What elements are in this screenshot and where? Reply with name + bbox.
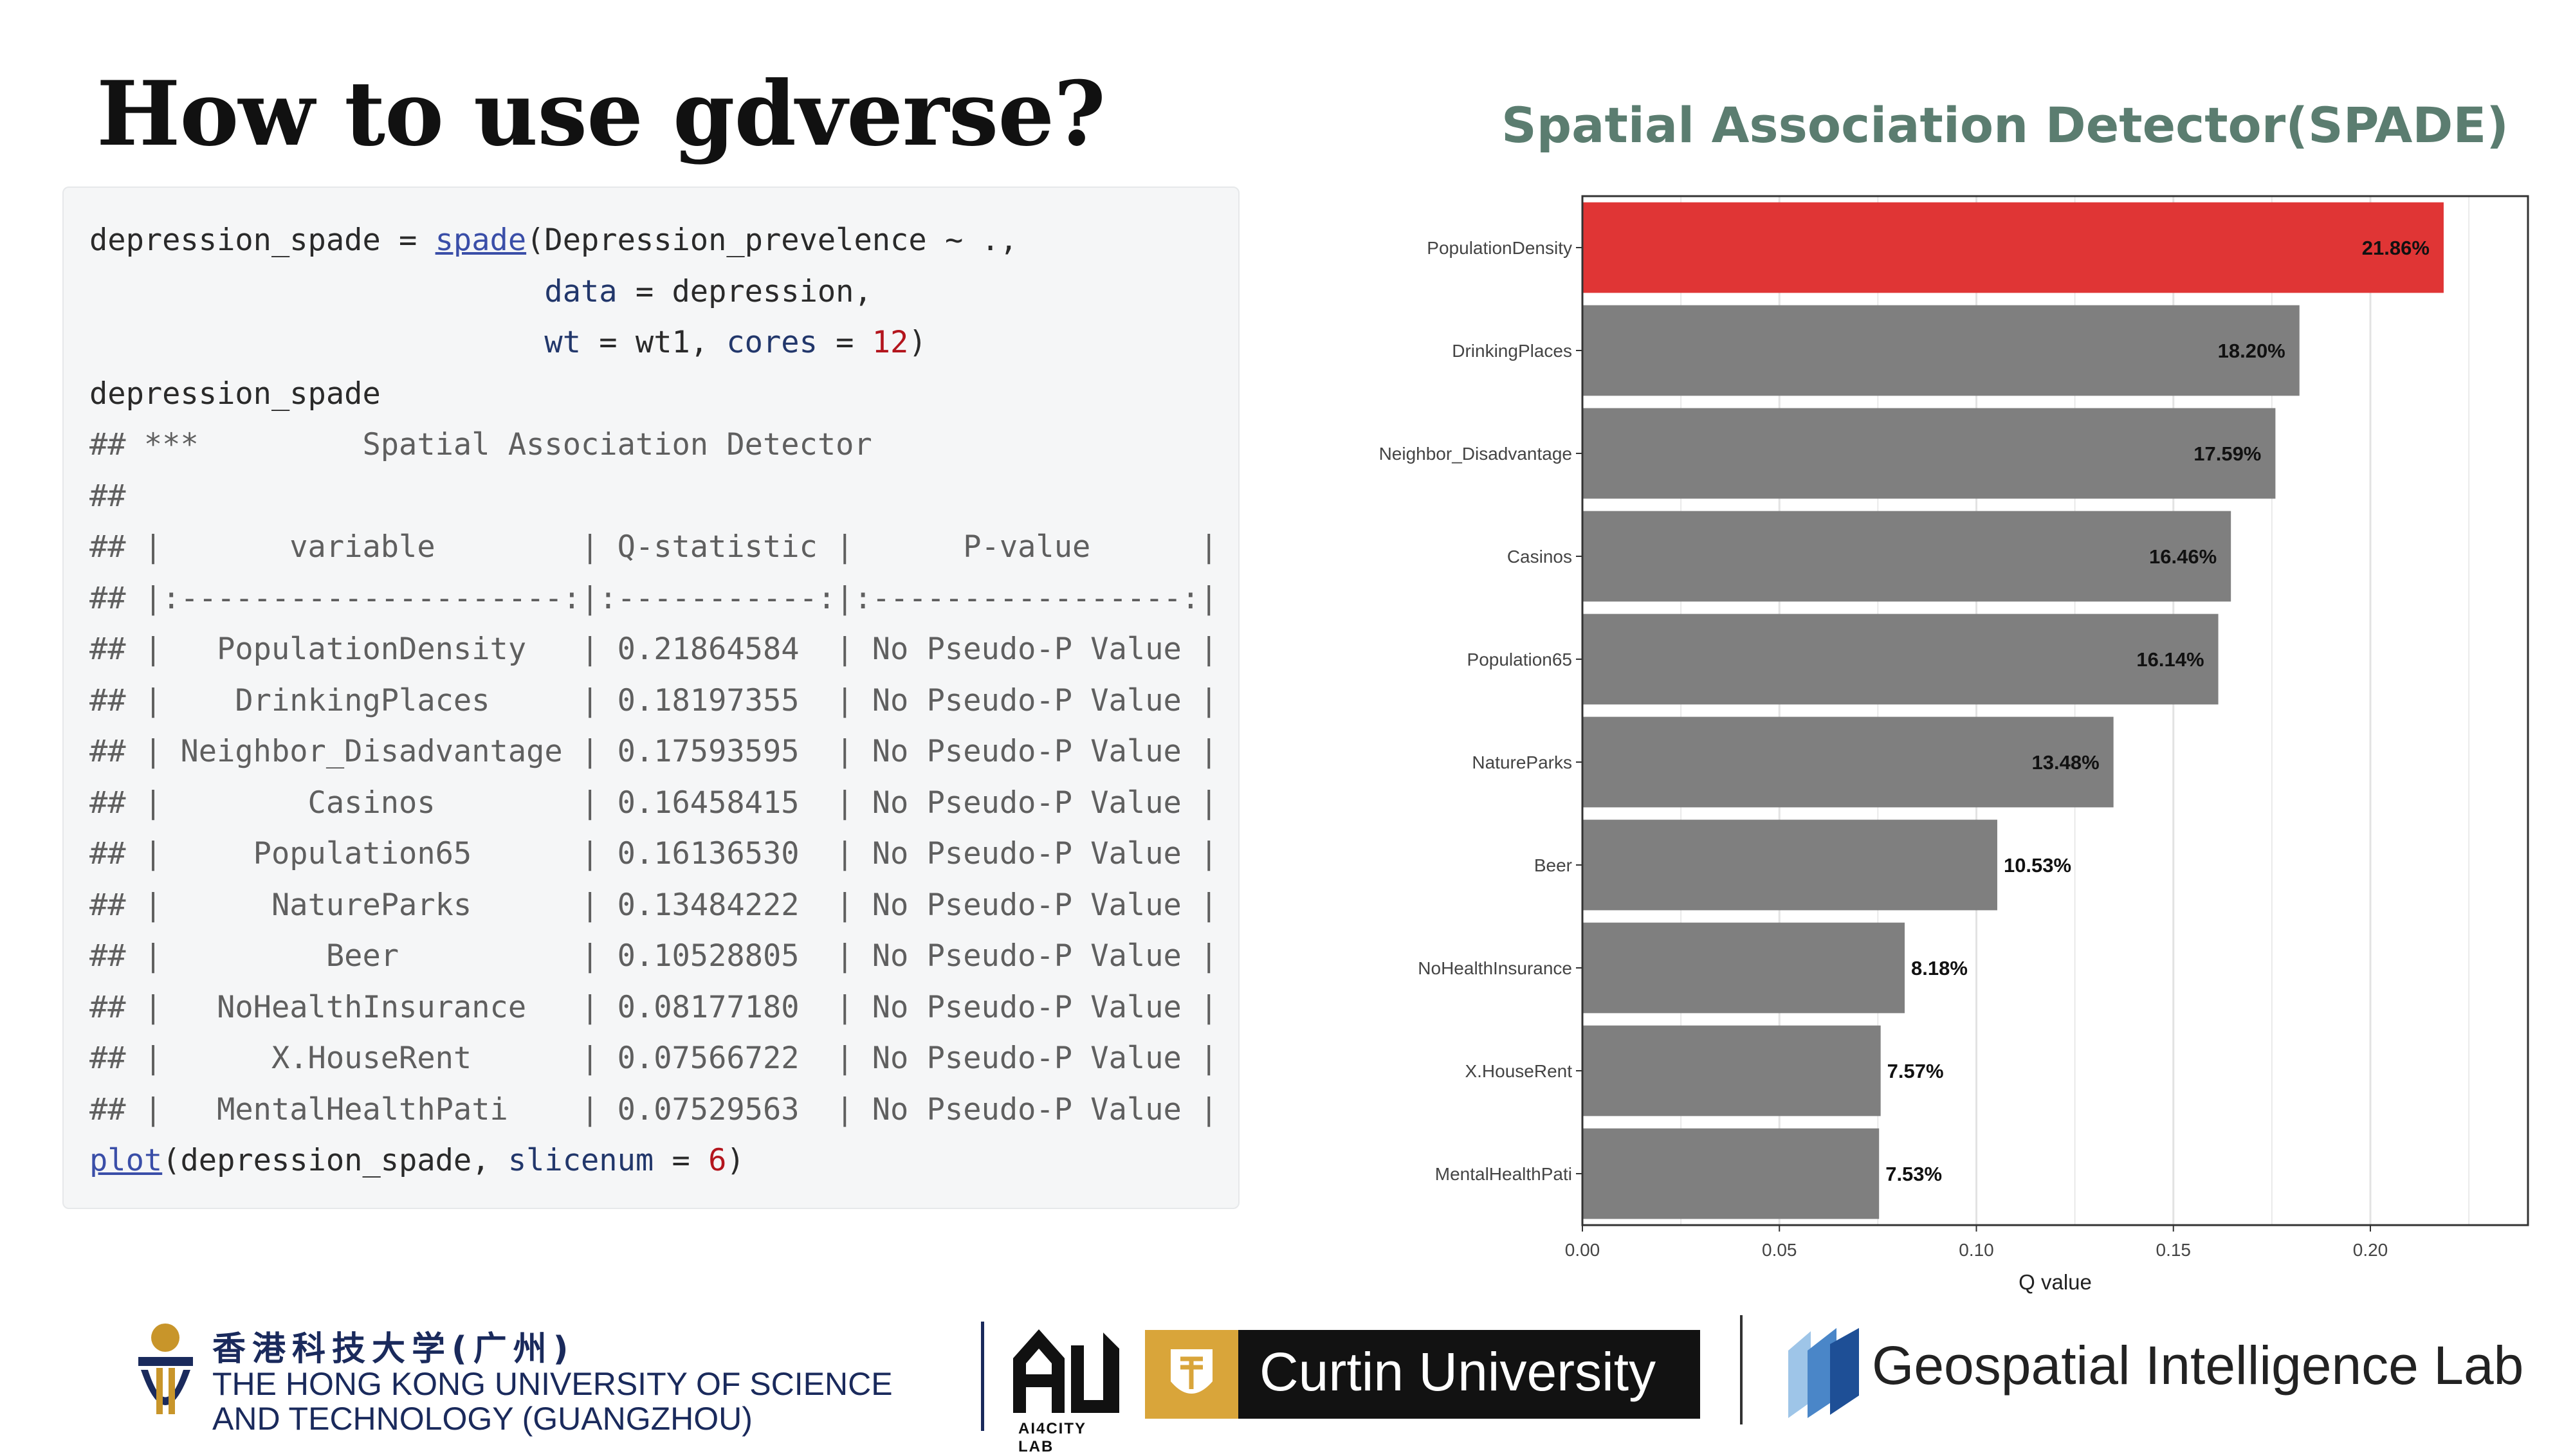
data-label: 10.53%	[2004, 854, 2071, 877]
code-panel: depression_spade = spade(Depression_prev…	[62, 187, 1240, 1209]
y-tick-label: MentalHealthPati	[1435, 1164, 1572, 1184]
bar-PopulationDensity	[1582, 202, 2444, 293]
bar-NoHealthInsurance	[1582, 922, 1905, 1014]
x-axis-label: Q value	[2019, 1270, 2092, 1294]
output-line: ## | Casinos | 0.16458415 | No Pseudo-P …	[89, 785, 1218, 821]
x-tick-label: 0.10	[1959, 1240, 1994, 1260]
bar-DrinkingPlaces	[1582, 305, 2300, 396]
curtin-crest-icon	[1145, 1330, 1238, 1419]
output-line: ## | DrinkingPlaces | 0.18197355 | No Ps…	[89, 682, 1218, 718]
hkust-en-line1: THE HONG KONG UNIVERSITY OF SCIENCE	[212, 1366, 893, 1402]
code-plot-line: plot(depression_spade, slicenum = 6)	[89, 1143, 745, 1178]
footer-logos: 香港科技大学(广州) THE HONG KONG UNIVERSITY OF S…	[0, 1299, 2573, 1455]
code-line-3: wt = wt1, cores = 12)	[544, 325, 927, 360]
code-print-line: depression_spade	[89, 376, 381, 412]
output-line: ##	[89, 478, 126, 514]
ai4city-logo-icon	[1013, 1329, 1119, 1413]
output-line: ## | NatureParks | 0.13484222 | No Pseud…	[89, 887, 1218, 923]
data-label: 13.48%	[2032, 751, 2100, 774]
bar-Casinos	[1582, 511, 2231, 602]
output-line: ## | Beer | 0.10528805 | No Pseudo-P Val…	[89, 938, 1218, 974]
data-label: 21.86%	[2362, 237, 2430, 259]
y-tick-label: Neighbor_Disadvantage	[1379, 444, 1572, 464]
curtin-name: Curtin University	[1259, 1342, 1656, 1402]
output-line: ## | PopulationDensity | 0.21864584 | No…	[89, 632, 1218, 667]
data-label: 16.14%	[2136, 648, 2204, 671]
y-tick-label: Population65	[1467, 650, 1572, 669]
y-tick-label: Casinos	[1507, 547, 1572, 567]
gil-logo-icon	[1788, 1328, 1859, 1418]
output-line: ## | NoHealthInsurance | 0.08177180 | No…	[89, 989, 1218, 1025]
output-line: ## |:---------------------:|:-----------…	[89, 580, 1218, 616]
bar-Beer	[1582, 819, 1997, 911]
output-line: ## | MentalHealthPati | 0.07529563 | No …	[89, 1091, 1218, 1127]
bar-NatureParks	[1582, 716, 2114, 808]
hkust-en-line2: AND TECHNOLOGY (GUANGZHOU)	[212, 1401, 753, 1437]
ai4city-label: AI4CITY LAB	[1018, 1420, 1086, 1455]
output-line: ## | X.HouseRent | 0.07566722 | No Pseud…	[89, 1041, 1218, 1076]
data-label: 8.18%	[1911, 957, 1968, 979]
plot-frame	[1581, 195, 2529, 1226]
output-line: ## *** Spatial Association Detector	[89, 427, 872, 462]
output-line: ## | Neighbor_Disadvantage | 0.17593595 …	[89, 734, 1218, 769]
hkust-logo: 香港科技大学(广州) THE HONG KONG UNIVERSITY OF S…	[132, 1312, 1119, 1455]
hkust-chinese-name: 香港科技大学(广州)	[212, 1330, 575, 1369]
output-line: ## | variable | Q-statistic | P-value |	[89, 529, 1218, 565]
x-tick-label: 0.00	[1565, 1240, 1600, 1260]
data-label: 16.46%	[2149, 545, 2217, 568]
x-tick-label: 0.05	[1762, 1240, 1797, 1260]
y-tick-label: Beer	[1534, 855, 1572, 875]
plot-function-link[interactable]: plot	[89, 1143, 163, 1178]
y-tick-label: NatureParks	[1472, 752, 1572, 772]
y-tick-label: NoHealthInsurance	[1418, 958, 1572, 978]
slide-subtitle: Spatial Association Detector(SPADE)	[1501, 96, 2509, 154]
spade-bar-chart: 21.86% PopulationDensity 18.20% DrinkingPla…	[1325, 187, 2534, 1299]
x-tick-label: 0.20	[2353, 1240, 2388, 1260]
hkust-crest-icon	[138, 1324, 193, 1414]
data-label: 7.53%	[1885, 1163, 1942, 1185]
y-tick-label: DrinkingPlaces	[1452, 341, 1572, 361]
y-tick-label: X.HouseRent	[1465, 1061, 1572, 1081]
hkust-english-name: THE HONG KONG UNIVERSITY OF SCIENCE AND …	[212, 1367, 893, 1436]
data-label: 17.59%	[2193, 442, 2261, 465]
logo-divider	[981, 1322, 984, 1431]
bar-MentalHealthPati	[1582, 1128, 1880, 1219]
chart-svg: 21.86% PopulationDensity 18.20% DrinkingPla…	[1379, 195, 2529, 1294]
data-label: 18.20%	[2218, 340, 2285, 362]
curtin-logo-box	[1238, 1330, 1700, 1419]
spade-function-link[interactable]: spade	[435, 223, 527, 258]
y-tick-label: PopulationDensity	[1427, 238, 1572, 258]
bar-Neighbor_Disadvantage	[1582, 408, 2276, 499]
output-line: ## | Population65 | 0.16136530 | No Pseu…	[89, 836, 1218, 871]
gil-name: Geospatial Intelligence Lab	[1872, 1335, 2524, 1396]
code-line-1: depression_spade = spade(Depression_prev…	[89, 223, 1018, 258]
x-tick-label: 0.15	[2156, 1240, 2192, 1260]
data-label: 7.57%	[1887, 1060, 1944, 1082]
bar-X.HouseRent	[1582, 1025, 1881, 1116]
bar-Population65	[1582, 614, 2219, 705]
slide-title: How to use gdverse?	[96, 61, 1106, 166]
logo-divider	[1740, 1315, 1743, 1424]
code-line-2: data = depression,	[544, 273, 872, 309]
